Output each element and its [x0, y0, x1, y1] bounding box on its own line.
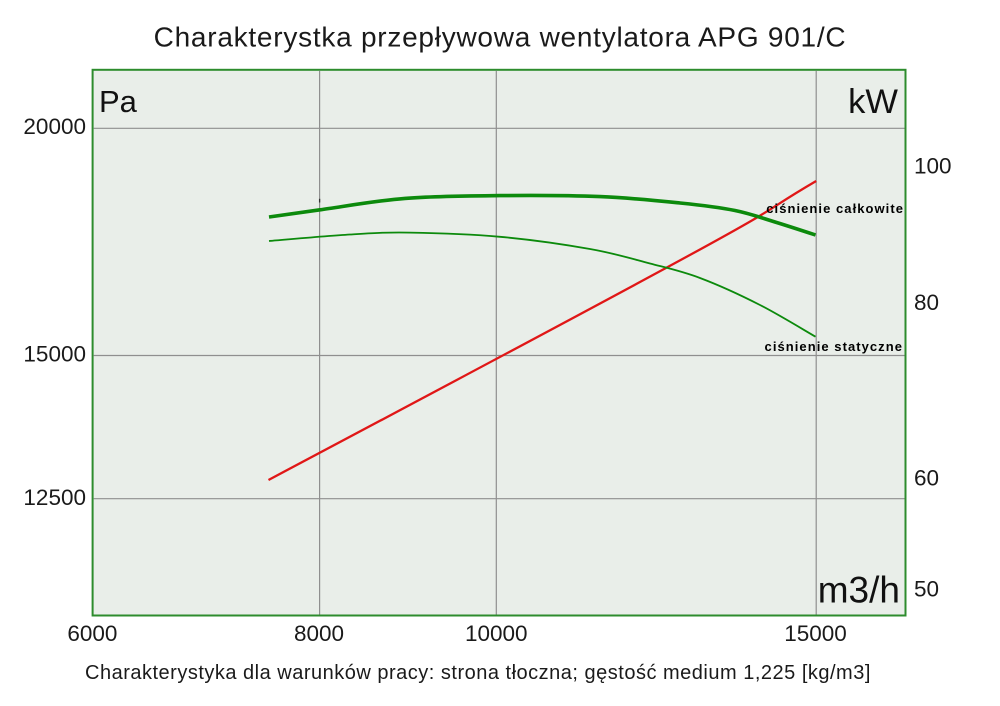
svg-text:Pa: Pa	[99, 84, 138, 119]
svg-text:20000: 20000	[23, 114, 86, 139]
svg-text:15000: 15000	[784, 621, 847, 646]
svg-text:8000: 8000	[294, 621, 344, 646]
svg-text:15000: 15000	[23, 342, 86, 367]
svg-text:12500: 12500	[23, 485, 86, 510]
svg-text:50: 50	[914, 577, 939, 602]
svg-text:100: 100	[914, 153, 952, 178]
svg-text:60: 60	[914, 466, 939, 491]
svg-text:80: 80	[914, 290, 939, 315]
svg-text:ciśnienie całkowite: ciśnienie całkowite	[766, 201, 904, 216]
svg-text:m3/h: m3/h	[818, 570, 900, 611]
svg-text:kW: kW	[848, 83, 898, 121]
svg-text:10000: 10000	[465, 621, 528, 646]
svg-text:Charakterystyka dla warunków p: Charakterystyka dla warunków pracy: stro…	[85, 662, 871, 684]
svg-text:Charakterystka przepływowa wen: Charakterystka przepływowa wentylatora A…	[154, 22, 847, 53]
svg-text:ciśnienie statyczne: ciśnienie statyczne	[765, 339, 903, 354]
svg-text:6000: 6000	[67, 621, 117, 646]
